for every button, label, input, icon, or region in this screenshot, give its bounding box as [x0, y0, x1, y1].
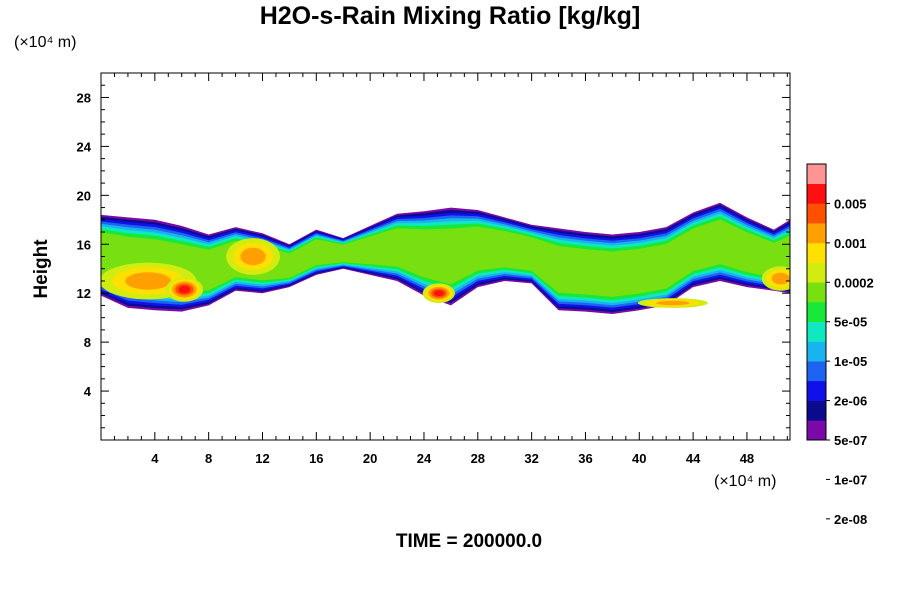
colorbar-label: 1e-07: [834, 472, 867, 487]
x-tick-label: 48: [740, 451, 754, 466]
x-axis-unit: (×10⁴ m): [714, 473, 777, 490]
x-tick-label: 44: [686, 451, 701, 466]
x-axis: 4 8 12 16 20 24 28 32 36 40 44 48: [113, 73, 788, 466]
cloud-layer-7: [101, 219, 790, 297]
colorbar-segment: [807, 164, 826, 185]
colorbar-segment: [807, 302, 826, 323]
colorbar-segment: [807, 262, 826, 283]
colorbar-segment: [807, 380, 826, 401]
y-tick-label: 20: [77, 188, 91, 203]
colorbar-segment: [807, 321, 826, 342]
colorbar-label: 5e-05: [834, 315, 867, 330]
chart-title: H2O-s-Rain Mixing Ratio [kg/kg]: [259, 2, 641, 30]
y-tick-label: 24: [77, 139, 92, 154]
y-tick-label: 8: [84, 335, 91, 350]
rain-core-4-level-10: [656, 300, 690, 306]
colorbar-label: 2e-08: [834, 512, 867, 527]
x-tick-label: 16: [309, 451, 323, 466]
colorbar-segment: [807, 400, 826, 421]
x-tick-label: 24: [417, 451, 432, 466]
y-tick-label: 16: [77, 237, 91, 252]
x-tick-label: 28: [471, 451, 485, 466]
colorbar-segment: [807, 420, 826, 441]
colorbar-label: 5e-07: [834, 433, 867, 448]
colorbar-segment: [807, 282, 826, 303]
rain-core-3-level-12: [433, 290, 444, 297]
colorbar: 0.005 0.001 0.0002 5e-05 1e-05 2e-06 5e-07 1e-0…: [806, 163, 874, 527]
plot-area: [101, 202, 790, 314]
time-label: TIME = 200000.0: [395, 531, 543, 552]
y-tick-label: 12: [77, 286, 91, 301]
colorbar-segment: [807, 223, 826, 244]
x-tick-label: 40: [632, 451, 646, 466]
colorbar-segment: [807, 361, 826, 382]
rain-core-1-level-12: [178, 285, 191, 294]
colorbar-label: 0.005: [834, 196, 867, 211]
rain-core-5-level-10: [771, 272, 790, 285]
y-axis: 4 8 12 16 20 24 28: [77, 84, 790, 429]
x-tick-label: 20: [363, 451, 377, 466]
y-tick-label: 4: [84, 384, 92, 399]
colorbar-label: 0.001: [834, 236, 867, 251]
x-tick-label: 4: [151, 451, 159, 466]
colorbar-segment: [807, 183, 826, 204]
x-tick-label: 36: [578, 451, 592, 466]
colorbar-frame: [806, 163, 827, 441]
x-tick-label: 12: [255, 451, 269, 466]
colorbar-segment: [807, 242, 826, 263]
colorbar-segment: [807, 203, 826, 224]
rain-core-0-level-10: [125, 272, 171, 290]
x-tick-label: 32: [524, 451, 538, 466]
colorbar-segment: [807, 341, 826, 362]
y-axis-unit: (×10⁴ m): [14, 34, 77, 51]
y-tick-label: 28: [77, 90, 91, 105]
colorbar-label: 0.0002: [834, 275, 874, 290]
colorbar-label: 1e-05: [834, 354, 867, 369]
x-tick-label: 8: [205, 451, 212, 466]
colorbar-label: 2e-06: [834, 394, 867, 409]
rain-core-2-level-10: [240, 247, 266, 266]
